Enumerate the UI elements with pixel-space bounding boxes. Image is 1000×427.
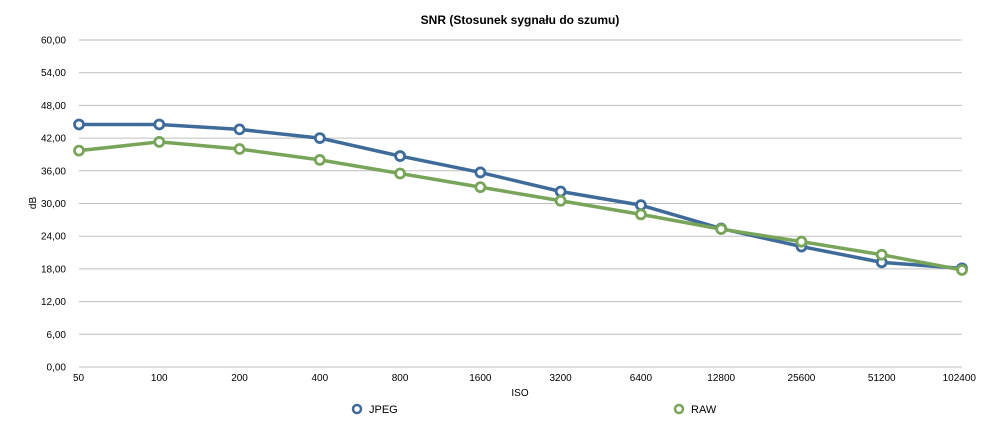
data-point-raw <box>73 144 85 157</box>
x-tick-label: 6400 <box>630 373 653 384</box>
x-tick-label: 102400 <box>943 373 977 384</box>
legend-marker <box>673 403 685 415</box>
x-tick-label: 51200 <box>868 373 896 384</box>
data-point-raw <box>715 223 728 236</box>
series-jpeg <box>73 118 968 275</box>
data-point-raw <box>474 181 487 194</box>
data-point-jpeg <box>635 199 647 212</box>
x-tick-label: 200 <box>231 373 248 384</box>
y-tick-label: 6,00 <box>47 330 67 341</box>
x-tick-label: 25600 <box>788 373 816 384</box>
data-point-raw <box>153 136 166 148</box>
series-lines <box>73 118 968 276</box>
x-tick-label: 12800 <box>707 373 735 384</box>
data-point-jpeg <box>313 132 326 145</box>
legend-label: RAW <box>691 404 717 416</box>
legend-marker <box>351 403 363 415</box>
y-tick-label: 54,00 <box>41 68 66 79</box>
series-line-jpeg <box>77 122 964 271</box>
data-point-jpeg <box>474 166 487 179</box>
series-line-raw <box>77 140 964 272</box>
data-point-raw <box>233 143 246 155</box>
y-tick-label: 24,00 <box>41 232 66 243</box>
x-tick-label: 3200 <box>550 373 573 384</box>
x-axis-label: ISO <box>511 388 528 399</box>
y-tick-label: 48,00 <box>41 101 66 112</box>
y-tick-label: 42,00 <box>41 134 66 145</box>
grid-lines <box>79 39 962 368</box>
x-tick-label: 100 <box>151 373 168 384</box>
y-axis-label: dB <box>28 197 39 210</box>
legend-label: JPEG <box>369 404 398 416</box>
data-point-jpeg <box>73 118 85 131</box>
x-tick-label: 50 <box>73 373 85 384</box>
y-tick-label: 60,00 <box>41 36 66 47</box>
y-tick-label: 18,00 <box>41 264 66 275</box>
y-axis-ticks: 0,00 6,00 12,00 18,00 24,00 30,00 36,00 42,00 48… <box>41 36 66 374</box>
y-tick-label: 36,00 <box>41 166 66 177</box>
data-point-jpeg <box>153 118 166 131</box>
data-point-jpeg <box>394 150 406 162</box>
x-tick-label: 1600 <box>469 373 492 384</box>
legend-item-raw: RAW <box>673 403 717 416</box>
legend-item-jpeg: JPEG <box>351 403 398 416</box>
data-point-raw <box>795 235 808 248</box>
data-point-raw <box>554 194 567 207</box>
x-axis-ticks: 50 100 200 400 800 1600 3200 6400 12800 25600 5120… <box>73 373 976 384</box>
data-point-raw <box>635 208 647 221</box>
data-point-jpeg <box>233 123 246 136</box>
data-point-raw <box>956 264 968 276</box>
data-point-raw <box>394 167 406 180</box>
x-tick-label: 800 <box>392 373 409 384</box>
series-raw <box>73 136 968 276</box>
legend: JPEG RAW <box>351 403 717 416</box>
y-tick-label: 30,00 <box>41 199 66 210</box>
data-point-jpeg <box>554 185 567 198</box>
y-tick-label: 0,00 <box>47 363 67 374</box>
chart-title: SNR (Stosunek sygnału do szumu) <box>421 13 620 27</box>
x-tick-label: 400 <box>311 373 328 384</box>
data-point-raw <box>875 248 888 261</box>
y-tick-label: 12,00 <box>41 297 66 308</box>
data-point-raw <box>313 153 326 166</box>
